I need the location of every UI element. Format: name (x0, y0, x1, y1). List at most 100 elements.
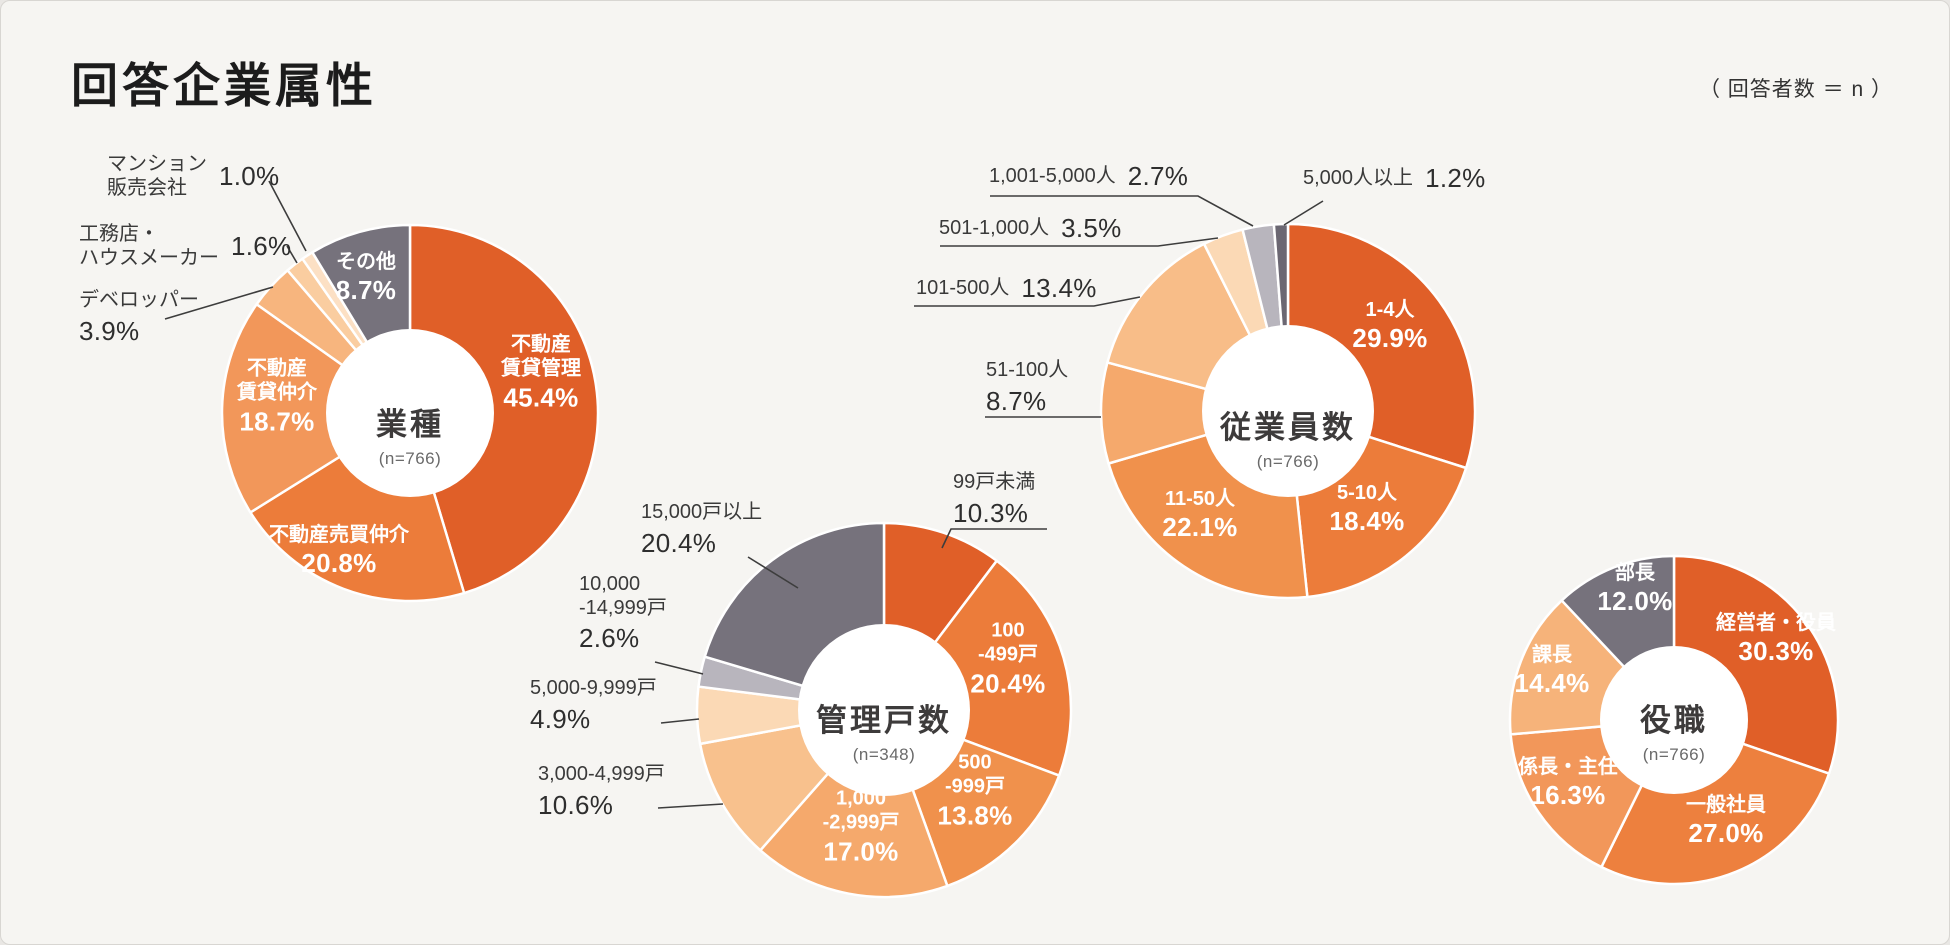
chart-title: 業種 (376, 407, 444, 442)
label-emp-501-1000: 501-1,000人 3.5% (939, 213, 1122, 244)
label-emp-over-5000: 5,000人以上 1.2% (1303, 163, 1486, 194)
slice-percent-text: 2.7% (1127, 161, 1189, 191)
chart-n: (n=348) (852, 745, 916, 764)
slice-percent-text: 4.9% (530, 703, 591, 734)
slice-label-text: 51-100人 (986, 359, 1069, 381)
label-units-500-999: 500 -999戸 13.8% (937, 751, 1012, 832)
slice-percent-text: 1.0% (219, 161, 280, 192)
chart-managed-units-center: 管理戸数 (n=348) (816, 695, 952, 765)
slice-label-text: その他 (336, 250, 396, 273)
label-emp-101-500: 101-500人 13.4% (916, 273, 1097, 304)
slice-label-text: デベロッパー (79, 289, 199, 311)
label-emp-51-100: 51-100人 8.7% (986, 359, 1068, 417)
slice-percent-text: 22.1% (1162, 512, 1238, 543)
slice-percent-text: 3.9% (79, 315, 140, 346)
slice-label-text: 一般社員 (1686, 793, 1766, 816)
slice-percent-text: 10.3% (953, 497, 1029, 528)
slice-percent-text: 18.7% (239, 406, 315, 437)
chart-employees-donut (1098, 221, 1478, 606)
slice-label-text: マンション 販売会社 (107, 153, 207, 199)
label-industry-sales-brokerage: 不動産売買仲介 20.8% (269, 523, 409, 579)
label-pos-staff: 一般社員 27.0% (1686, 793, 1766, 849)
slice-percent-text: 13.4% (1021, 273, 1097, 303)
slice-label-text: 1-4人 (1365, 298, 1415, 321)
chart-position-donut (1507, 553, 1841, 892)
label-emp-1-4: 1-4人 29.9% (1352, 298, 1427, 354)
slice-label-text: 501-1,000人 (939, 216, 1050, 239)
chart-title: 管理戸数 (816, 703, 952, 738)
slice-label-text: 11-50人 (1164, 487, 1236, 510)
slice-percent-text: 20.4% (970, 668, 1046, 699)
slice-percent-text: 8.7% (335, 275, 397, 306)
slice-label-text: 経営者・役員 (1716, 611, 1836, 634)
slice-percent-text: 18.4% (1329, 506, 1405, 537)
label-industry-developer: デベロッパー 3.9% (79, 289, 199, 347)
label-emp-1001-5000: 1,001-5,000人 2.7% (989, 161, 1188, 192)
slice-percent-text: 20.4% (641, 527, 717, 558)
label-units-3000-4999: 3,000-4,999戸 10.6% (538, 763, 665, 821)
slice-label-text: 1,001-5,000人 (989, 164, 1116, 187)
label-industry-condo-sales: マンション 販売会社 1.0% (107, 153, 279, 200)
slice-label-text: 5,000人以上 (1303, 166, 1414, 189)
slice-percent-text: 45.4% (503, 382, 579, 413)
slice-label-text: 3,000-4,999戸 (538, 763, 665, 785)
slice-label-text: 不動産 賃貸管理 (501, 333, 581, 380)
slice-label-text: 1,000 -2,999戸 (822, 787, 900, 834)
label-pos-executive: 経営者・役員 30.3% (1716, 611, 1836, 667)
slice-percent-text: 27.0% (1688, 818, 1764, 849)
slice-label-text: 工務店・ ハウスメーカー (79, 223, 219, 269)
slice-percent-text: 12.0% (1597, 586, 1673, 617)
slice-label-text: 15,000戸以上 (641, 501, 763, 523)
label-industry-rental-brokerage: 不動産 賃貸仲介 18.7% (237, 357, 317, 438)
slice-percent-text: 2.6% (579, 623, 640, 654)
slice-percent-text: 17.0% (823, 836, 899, 867)
label-industry-other: その他 8.7% (336, 250, 396, 306)
label-units-5000-9999: 5,000-9,999戸 4.9% (530, 677, 657, 735)
chart-n: (n=766) (1642, 745, 1706, 764)
slice-percent-text: 14.4% (1514, 668, 1590, 699)
label-pos-section-manager: 課長 14.4% (1514, 643, 1589, 699)
label-industry-rental-management: 不動産 賃貸管理 45.4% (501, 333, 581, 414)
slice-percent-text: 1.6% (231, 231, 292, 262)
chart-n: (n=766) (378, 449, 442, 468)
label-pos-chief: 係長・主任 16.3% (1518, 755, 1618, 811)
slice-percent-text: 1.2% (1425, 163, 1486, 193)
slice-percent-text: 8.7% (986, 385, 1047, 416)
label-units-over-15000: 15,000戸以上 20.4% (641, 501, 762, 559)
respondent-count-note: （ 回答者数 ＝ n ） (1698, 78, 1893, 101)
chart-industry-center: 業種 (n=766) (376, 399, 444, 469)
slice-percent-text: 10.6% (538, 789, 614, 820)
label-units-100-499: 100 -499戸 20.4% (970, 619, 1045, 700)
slice-label-text: 係長・主任 (1518, 755, 1618, 778)
slice-label-text: 99戸未満 (953, 471, 1036, 493)
slice-label-text: 部長 (1614, 561, 1655, 584)
slice-percent-text: 16.3% (1530, 780, 1606, 811)
chart-n: (n=766) (1256, 452, 1320, 471)
chart-position-center: 役職 (n=766) (1640, 695, 1708, 765)
label-industry-housing-builder: 工務店・ ハウスメーカー 1.6% (79, 223, 291, 270)
label-units-under-99: 99戸未満 10.3% (953, 471, 1035, 529)
label-pos-department-manager: 部長 12.0% (1597, 561, 1672, 617)
label-units-10000-14999: 10,000 -14,999戸 2.6% (579, 573, 667, 654)
chart-employees-center: 従業員数 (n=766) (1220, 402, 1356, 472)
slice-label-text: 5,000-9,999戸 (530, 677, 657, 699)
chart-managed-units-donut (694, 520, 1074, 905)
chart-title: 従業員数 (1220, 410, 1356, 445)
slice-percent-text: 30.3% (1738, 636, 1814, 667)
slice-label-text: 100 -499戸 (977, 619, 1039, 666)
label-emp-11-50: 11-50人 22.1% (1162, 487, 1237, 543)
slice-percent-text: 20.8% (301, 548, 377, 579)
slice-percent-text: 29.9% (1352, 323, 1428, 354)
slice-label-text: 不動産 賃貸仲介 (237, 357, 317, 404)
slice-label-text: 5-10人 (1336, 481, 1398, 504)
slice-percent-text: 3.5% (1061, 213, 1122, 243)
slice-label-text: 101-500人 (916, 276, 1010, 299)
slice-label-text: 10,000 -14,999戸 (579, 573, 667, 619)
page-title: 回答企業属性 (71, 59, 377, 112)
slice-label-text: 500 -999戸 (944, 751, 1006, 798)
chart-title: 役職 (1640, 703, 1708, 738)
slice-percent-text: 13.8% (937, 800, 1013, 831)
slice-label-text: 不動産売買仲介 (269, 523, 409, 546)
label-units-1000-2999: 1,000 -2,999戸 17.0% (823, 787, 900, 868)
